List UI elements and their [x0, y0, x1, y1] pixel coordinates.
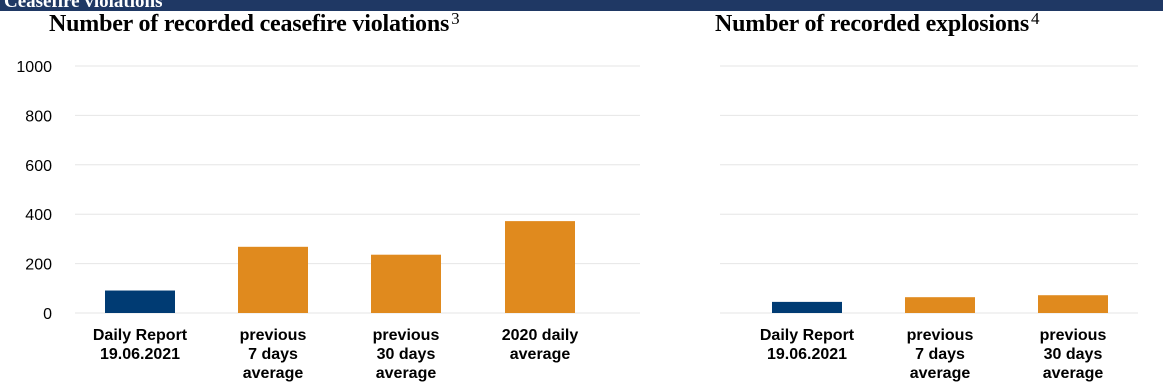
y-tick-label: 200 [25, 257, 52, 274]
x-category-label-line: 30 days [1044, 346, 1103, 363]
x-category-label: previous 7 days average [240, 327, 307, 382]
x-category-label-line: previous [240, 327, 307, 344]
x-category-label-line: 19.06.2021 [767, 346, 847, 363]
chart-title-ceasefire-violations: Number of recorded ceasefire violations 3 [49, 9, 460, 38]
x-category-label: Daily Report 19.06.2021 [760, 327, 855, 363]
bar [105, 290, 175, 313]
chart-title-explosions: Number of recorded explosions 4 [715, 9, 1040, 38]
x-category-label-line: 2020 daily [502, 327, 579, 344]
x-category-label-line: 7 days [915, 346, 965, 363]
x-category-label: 2020 daily average [502, 327, 579, 363]
y-tick-label: 400 [25, 207, 52, 224]
bar [772, 301, 842, 313]
x-category-label-line: average [510, 346, 571, 363]
x-category-label-line: previous [907, 327, 974, 344]
y-tick-label: 800 [25, 108, 52, 125]
x-category-label-line: average [910, 365, 971, 382]
x-category-label-line: previous [1040, 327, 1107, 344]
y-tick-label: 1000 [16, 59, 52, 76]
x-category-label-line: 30 days [377, 346, 436, 363]
bar [905, 297, 975, 313]
x-category-label-line: Daily Report [760, 327, 855, 344]
x-category-label: previous 30 days average [373, 327, 440, 382]
x-category-label-line: Daily Report [93, 327, 188, 344]
x-category-label-line: previous [373, 327, 440, 344]
x-category-label-line: 19.06.2021 [100, 346, 180, 363]
bar [505, 221, 575, 313]
x-category-label-line: 7 days [248, 346, 298, 363]
y-tick-label: 0 [43, 306, 52, 323]
bar [371, 254, 441, 313]
x-category-label-line: average [243, 365, 304, 382]
bar [1038, 295, 1108, 313]
section-header-bar: Ceasefire violations [0, 0, 1163, 11]
y-tick-label: 600 [25, 158, 52, 175]
section-title: Ceasefire violations [4, 0, 163, 11]
chart-title-text: Number of recorded explosions [715, 11, 1029, 37]
x-category-label-line: average [376, 365, 437, 382]
x-category-label: previous 30 days average [1040, 327, 1107, 382]
footnote-marker: 4 [1030, 9, 1040, 28]
chart-title-text: Number of recorded ceasefire violations [49, 11, 450, 37]
x-category-label: previous 7 days average [907, 327, 974, 382]
x-category-label: Daily Report 19.06.2021 [93, 327, 188, 363]
bar [238, 246, 308, 313]
x-category-label-line: average [1043, 365, 1104, 382]
footnote-marker: 3 [451, 9, 460, 28]
